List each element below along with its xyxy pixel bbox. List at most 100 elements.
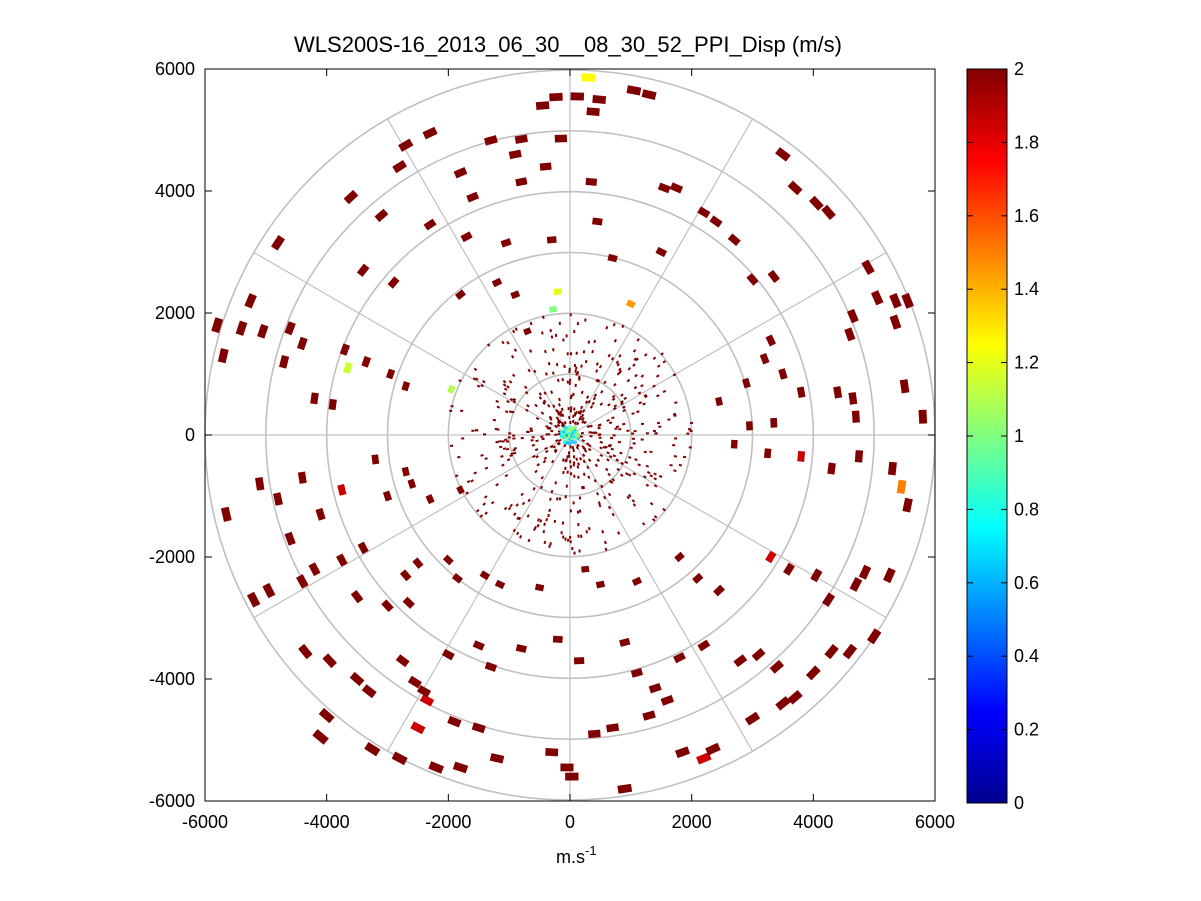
- data-point: [636, 338, 640, 342]
- data-point: [570, 406, 573, 410]
- data-point: [502, 379, 507, 384]
- data-point: [571, 547, 574, 551]
- data-point: [787, 180, 803, 196]
- data-point: [611, 394, 616, 399]
- data-point: [350, 589, 364, 604]
- data-points: [211, 73, 928, 794]
- colorbar-tick-label: 0.2: [1014, 720, 1039, 740]
- data-point: [382, 490, 393, 502]
- data-point: [642, 710, 656, 721]
- data-point: [580, 390, 584, 395]
- data-point: [733, 654, 748, 668]
- data-point: [669, 463, 673, 467]
- data-point: [399, 569, 412, 582]
- data-point: [616, 362, 620, 367]
- data-point: [918, 409, 928, 424]
- data-point: [572, 501, 575, 505]
- data-point: [575, 457, 579, 461]
- data-point: [652, 518, 656, 522]
- data-point: [484, 511, 488, 515]
- data-point: [615, 360, 619, 365]
- center-cluster-point: [575, 430, 579, 434]
- data-point: [623, 396, 628, 400]
- data-point: [595, 369, 599, 373]
- center-cluster-point: [573, 428, 577, 432]
- data-point: [507, 436, 511, 439]
- data-point: [502, 447, 507, 450]
- data-point: [611, 357, 615, 361]
- data-point: [494, 579, 506, 590]
- data-point: [598, 436, 602, 439]
- colorbar-tick-label: 0.4: [1014, 646, 1039, 666]
- data-point: [642, 402, 646, 406]
- center-cluster-point: [567, 440, 571, 444]
- data-point: [653, 477, 658, 481]
- data-point: [658, 474, 663, 478]
- data-point: [563, 443, 567, 448]
- data-point: [585, 400, 589, 404]
- data-point: [613, 338, 617, 343]
- data-point: [547, 403, 551, 408]
- data-point: [656, 364, 661, 368]
- data-point: [620, 393, 624, 397]
- data-point: [466, 480, 471, 484]
- data-point: [866, 628, 882, 645]
- data-point: [606, 451, 610, 455]
- center-cluster-point: [570, 428, 574, 432]
- data-point: [582, 350, 586, 354]
- data-point: [534, 583, 545, 592]
- data-point: [607, 403, 611, 407]
- data-point: [667, 418, 671, 421]
- data-point: [515, 644, 527, 653]
- data-point: [568, 381, 571, 385]
- data-point: [674, 551, 685, 563]
- data-point: [641, 522, 646, 526]
- data-point: [620, 461, 624, 466]
- data-point: [672, 444, 676, 447]
- data-point: [539, 519, 543, 523]
- colorbar-tick-label: 0.8: [1014, 499, 1039, 519]
- data-point: [619, 473, 624, 477]
- data-point: [538, 396, 543, 400]
- data-point: [662, 389, 667, 393]
- data-point: [568, 416, 571, 420]
- data-point: [512, 528, 516, 533]
- data-point: [529, 321, 533, 326]
- y-tick-label: 6000: [155, 59, 195, 79]
- data-point: [511, 373, 516, 378]
- center-cluster-point: [566, 441, 570, 445]
- data-point: [257, 323, 269, 339]
- data-point: [775, 696, 791, 711]
- data-point: [637, 463, 641, 467]
- data-point: [599, 402, 604, 406]
- data-point: [588, 431, 592, 434]
- data-point: [553, 288, 563, 296]
- data-point: [643, 475, 647, 479]
- data-point: [504, 410, 509, 414]
- data-point: [579, 409, 583, 414]
- data-point: [514, 327, 518, 331]
- data-point: [535, 101, 550, 110]
- data-point: [495, 483, 499, 487]
- data-point: [582, 472, 586, 477]
- data-point: [539, 162, 552, 171]
- data-point: [589, 435, 593, 438]
- data-point: [562, 338, 565, 342]
- data-point: [453, 167, 468, 179]
- data-point: [544, 446, 548, 451]
- data-point: [627, 473, 632, 477]
- x-tick-label: 4000: [793, 812, 833, 832]
- data-point: [678, 463, 683, 467]
- data-point: [423, 218, 437, 231]
- x-tick-label: -4000: [304, 812, 350, 832]
- data-point: [797, 450, 806, 462]
- data-point: [526, 430, 530, 434]
- data-point: [697, 206, 711, 219]
- data-point: [503, 387, 508, 391]
- data-point: [546, 236, 557, 244]
- data-point: [401, 466, 410, 477]
- data-point: [262, 582, 276, 599]
- grid-ring: [325, 190, 815, 680]
- data-point: [525, 408, 529, 412]
- data-point: [576, 321, 580, 326]
